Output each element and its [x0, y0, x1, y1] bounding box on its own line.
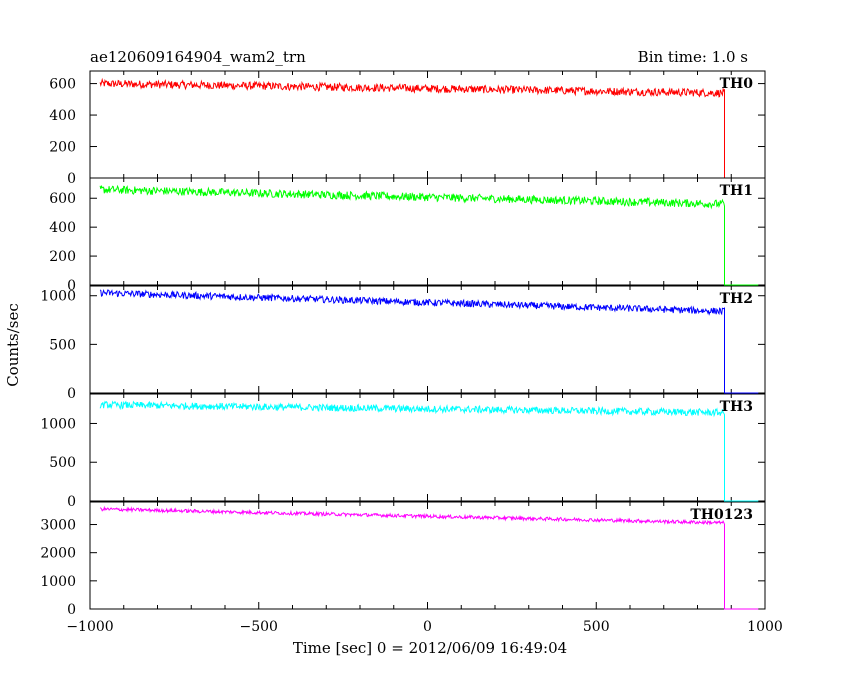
y-tick-label: 0: [67, 602, 76, 618]
y-tick-label: 400: [49, 108, 76, 124]
series-line-th0: [99, 77, 759, 179]
x-tick-label: −500: [240, 619, 278, 635]
x-axis-label: Time [sec] 0 = 2012/06/09 16:49:04: [293, 639, 567, 657]
y-tick-label: 400: [49, 220, 76, 236]
y-tick-label: 500: [49, 337, 76, 353]
panels-group: 0 200 400 600 TH0 0 200 400 600 TH1 0 500 1000 TH2 0 50…: [40, 70, 783, 635]
y-tick-label: 600: [49, 191, 76, 207]
y-tick-label: 1000: [40, 416, 76, 432]
x-tick-label: 500: [583, 619, 610, 635]
y-tick-label: 200: [49, 249, 76, 265]
y-tick-label: 1000: [40, 289, 76, 305]
panel-frame: [89, 177, 766, 286]
y-tick-label: 2000: [40, 546, 76, 562]
y-tick-label: 0: [67, 171, 76, 187]
series-label: TH0123: [690, 507, 753, 523]
series-label: TH0: [720, 76, 754, 92]
series-line-th1: [99, 184, 759, 286]
y-axis-label: Counts/sec: [4, 303, 22, 387]
y-tick-label: 0: [67, 386, 76, 402]
y-tick-label: 3000: [40, 518, 76, 534]
y-tick-label: 600: [49, 77, 76, 93]
x-tick-label: 1000: [747, 619, 783, 635]
series-line-th0123: [99, 505, 759, 610]
y-tick-label: 0: [67, 278, 76, 294]
x-tick-label: 0: [423, 619, 432, 635]
y-tick-label: 1000: [40, 574, 76, 590]
x-tick-label: −1000: [66, 619, 113, 635]
y-tick-label: 0: [67, 494, 76, 510]
panel-frame: [89, 501, 766, 610]
y-tick-label: 200: [49, 140, 76, 156]
series-label: TH3: [720, 399, 753, 415]
y-tick-label: 500: [49, 455, 76, 471]
series-line-th2: [99, 288, 759, 394]
bin-time-label: Bin time: 1.0 s: [638, 48, 748, 66]
series-line-th3: [99, 400, 759, 502]
series-label: TH1: [720, 183, 753, 199]
series-label: TH2: [720, 291, 753, 307]
chart-title: ae120609164904_wam2_trn: [90, 48, 306, 66]
